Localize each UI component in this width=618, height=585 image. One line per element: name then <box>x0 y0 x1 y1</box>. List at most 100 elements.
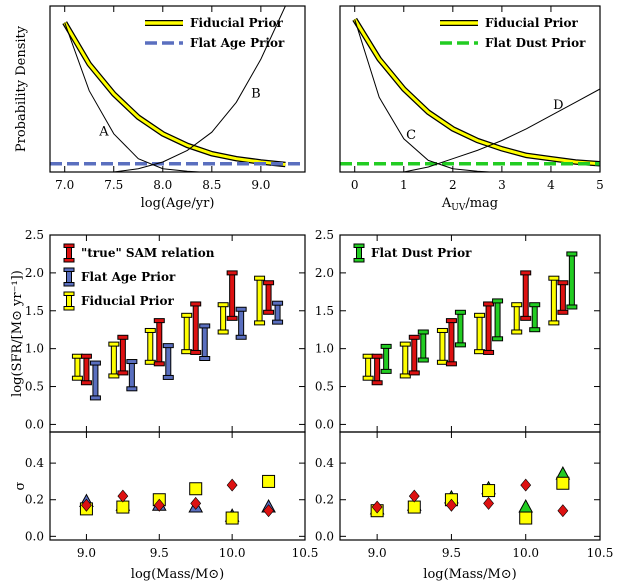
legend-swatch-cap <box>353 243 365 248</box>
errorbar-flat-dust-cap-bottom <box>492 336 504 342</box>
legend-item: Fiducial Prior <box>63 291 174 311</box>
x-tick-label: 5 <box>596 178 604 192</box>
y-tick-label: 1.0 <box>25 342 44 356</box>
y-axis-label: Probability Density <box>14 25 29 152</box>
errorbar-sam-true-cap-top <box>408 334 420 340</box>
x-axis-label: log(Age/yr) <box>141 196 215 211</box>
marker-sam-true-diamond <box>226 478 238 492</box>
errorbar-fiducial <box>511 302 523 335</box>
errorbar-sam-true-cap-bottom <box>557 309 569 315</box>
x-tick-label: 10.5 <box>292 546 319 560</box>
errorbar-fiducial <box>108 341 120 379</box>
x-tick-label: 10.0 <box>512 546 539 560</box>
legend-label: Fiducial Prior <box>485 16 578 30</box>
x-axis-label: log(Mass/M⊙) <box>423 567 516 582</box>
errorbar-flat-dust-cap-top <box>529 302 541 308</box>
errorbar-sam-true-bar <box>83 355 90 384</box>
errorbar-sam-true-bar <box>229 272 236 319</box>
errorbar-fiducial <box>71 353 83 381</box>
errorbar-flat-age <box>89 360 101 401</box>
errorbar-fiducial <box>436 327 448 365</box>
errorbar-fiducial <box>181 312 193 355</box>
errorbar-fiducial-cap-bottom <box>399 373 411 379</box>
marker-fiducial-square <box>482 484 496 498</box>
errorbar-flat-age-cap-top <box>126 359 138 365</box>
errorbar-sam-true <box>408 334 420 376</box>
legend-swatch-cap <box>63 243 75 248</box>
errorbar-sam-true-cap-bottom <box>408 370 420 376</box>
errorbar-flat-age-cap-top <box>89 360 101 366</box>
errorbar-flat-dust <box>454 309 466 348</box>
errorbar-sam-true-cap-bottom <box>445 361 457 367</box>
errorbar-fiducial <box>217 302 229 335</box>
marker-sam-true-diamond <box>263 504 274 518</box>
y-tick-label: 1.0 <box>315 342 334 356</box>
y-tick-label: 0.0 <box>25 529 44 543</box>
data-layer <box>50 6 600 525</box>
errorbar-sam-true-cap-bottom <box>520 315 532 321</box>
x-axis-label: AUV/mag <box>441 196 498 213</box>
errorbar-fiducial-bar <box>147 329 154 363</box>
errorbar-flat-dust-bar <box>420 331 427 361</box>
curve-label-D: D <box>553 98 563 113</box>
errorbar-sam-true-cap-top <box>445 318 457 324</box>
fiducial-prior-curve <box>63 21 286 166</box>
curve-D <box>396 88 600 172</box>
marker-sam-true-diamond <box>557 504 569 518</box>
marker-fiducial-square <box>519 511 533 525</box>
curve-label-B: B <box>251 86 261 101</box>
errorbar-sam-true-cap-top <box>190 301 202 307</box>
errorbar-flat-age-bar <box>201 325 208 360</box>
errorbar-sam-true-cap-top <box>117 334 129 340</box>
y-tick-label: 2.5 <box>315 228 334 242</box>
legend-label: Flat Age Prior <box>81 270 176 284</box>
y-tick-label: 2.0 <box>25 266 44 280</box>
legend-swatch-cap <box>63 267 75 272</box>
errorbar-sam-true-cap-top <box>263 280 275 286</box>
errorbar-flat-dust-bar <box>494 300 501 340</box>
errorbar-sam-true-bar <box>374 355 381 384</box>
curve-A <box>64 22 208 172</box>
y-tick-label: 1.5 <box>25 304 44 318</box>
middle-left-errorbars <box>71 270 284 401</box>
errorbar-flat-dust-cap-top <box>492 298 504 304</box>
fiducial-prior-curve <box>353 18 600 166</box>
marker-sam-true-diamond <box>483 496 494 510</box>
errorbar-fiducial <box>399 341 411 379</box>
bottom-left-frame <box>49 431 306 541</box>
errorbar-fiducial-cap-top <box>548 275 560 281</box>
errorbar-flat-dust <box>492 298 504 342</box>
marker-sam-true-diamond <box>408 489 420 503</box>
bottom-right-frame <box>339 431 601 541</box>
errorbar-fiducial-cap-top <box>144 327 156 333</box>
errorbar-fiducial-bar <box>439 329 446 363</box>
x-tick-label: 0 <box>351 178 359 192</box>
errorbar-flat-age-cap-top <box>199 323 211 329</box>
errorbar-sam-true-bar <box>192 303 199 353</box>
errorbar-fiducial-cap-bottom <box>548 320 560 326</box>
marker-flat-dust-triangle <box>518 499 534 513</box>
x-tick-label: 7.5 <box>104 178 123 192</box>
marker-fiducial-square <box>189 482 203 496</box>
errorbar-flat-dust-cap-bottom <box>454 342 466 348</box>
legend-label: Flat Age Prior <box>190 36 285 50</box>
errorbar-sam-true-cap-bottom <box>226 315 238 321</box>
errorbar-flat-dust <box>417 329 429 363</box>
legend-swatch-cap <box>63 291 75 296</box>
errorbar-fiducial-cap-top <box>399 341 411 347</box>
legend-item: "true" SAM relation <box>63 243 215 263</box>
curve-C <box>354 19 498 172</box>
errorbar-flat-dust-cap-top <box>566 251 578 257</box>
y-tick-label: 0.2 <box>315 493 334 507</box>
errorbar-fiducial-bar <box>550 277 557 324</box>
errorbar-flat-dust-cap-bottom <box>566 304 578 310</box>
errorbar-fiducial-bar <box>74 355 81 379</box>
errorbar-fiducial-bar <box>110 343 117 377</box>
errorbar-flat-dust-cap-bottom <box>529 327 541 333</box>
errorbar-sam-true-cap-bottom <box>190 349 202 355</box>
errorbar-fiducial-cap-bottom <box>71 375 83 381</box>
y-tick-label: 1.5 <box>315 304 334 318</box>
errorbar-fiducial-bar <box>183 314 190 353</box>
errorbar-sam-true <box>445 318 457 367</box>
